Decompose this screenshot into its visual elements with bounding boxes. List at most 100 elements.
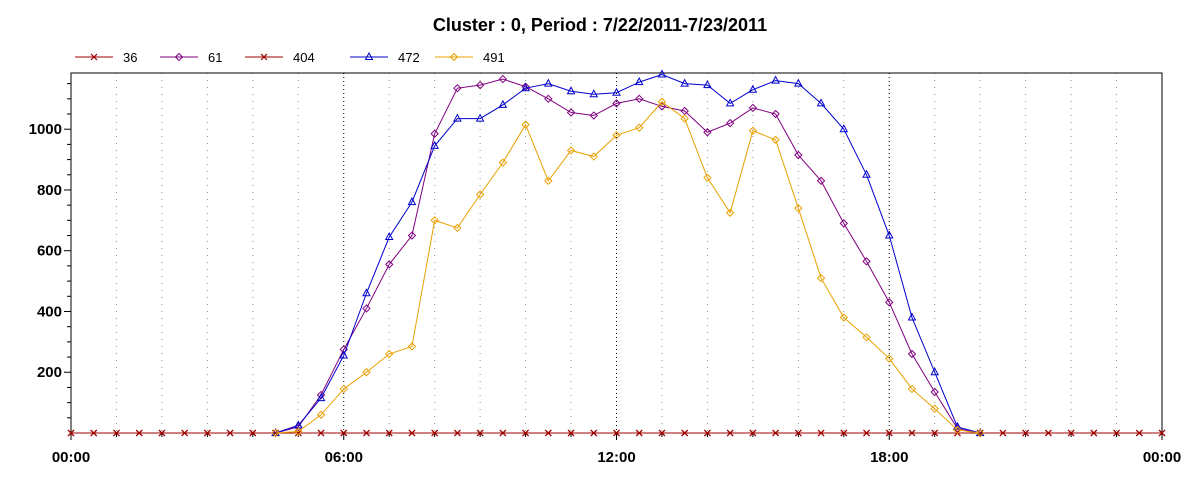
data-point	[703, 128, 712, 137]
x-tick-label: 06:00	[325, 449, 363, 466]
data-point	[589, 111, 598, 120]
data-point	[430, 140, 440, 149]
data-point	[499, 429, 507, 437]
data-point	[680, 114, 689, 123]
data-point	[612, 131, 621, 140]
data-point	[862, 333, 871, 342]
data-point	[634, 77, 644, 86]
data-point	[449, 52, 459, 62]
data-point	[908, 429, 916, 437]
data-point	[271, 428, 280, 438]
data-point	[794, 429, 802, 437]
data-point	[816, 176, 826, 186]
data-point	[340, 429, 348, 437]
data-point	[793, 78, 803, 87]
data-point	[566, 146, 576, 155]
data-point	[498, 74, 508, 84]
x-tick-label: 18:00	[870, 449, 908, 466]
series-group	[67, 69, 1166, 438]
data-point	[475, 190, 485, 199]
data-point	[725, 208, 735, 217]
data-point	[384, 231, 394, 241]
data-point	[703, 80, 712, 89]
data-point	[294, 429, 302, 437]
data-point	[294, 427, 303, 436]
data-point	[453, 223, 462, 233]
data-point	[794, 150, 803, 160]
data-point	[203, 429, 211, 437]
data-point	[612, 87, 621, 96]
data-point	[726, 429, 734, 437]
data-point	[589, 152, 598, 161]
data-point	[113, 429, 120, 437]
data-point	[475, 113, 485, 122]
series-404	[67, 429, 1166, 437]
data-point	[862, 257, 871, 266]
data-point	[816, 98, 826, 107]
data-point	[748, 126, 758, 135]
data-point	[544, 176, 553, 186]
x-tick-label: 00:00	[1143, 449, 1181, 466]
data-point	[589, 89, 599, 98]
data-point	[975, 427, 985, 436]
data-point	[135, 429, 143, 437]
data-point	[316, 410, 326, 419]
data-point	[863, 429, 870, 437]
x-tick-label: 12:00	[597, 449, 635, 466]
data-point	[90, 429, 98, 437]
data-point	[249, 429, 257, 437]
data-point	[181, 429, 189, 437]
data-point	[839, 124, 849, 133]
data-point	[476, 429, 484, 437]
data-point	[521, 83, 530, 92]
data-point	[566, 108, 576, 117]
data-point	[930, 387, 939, 397]
data-point	[339, 350, 349, 359]
legend-item-61: 61	[160, 50, 222, 65]
chart-title: Cluster : 0, Period : 7/22/2011-7/23/201…	[433, 15, 767, 35]
data-point	[339, 384, 348, 394]
data-point	[453, 113, 462, 122]
data-point	[566, 86, 576, 95]
data-point	[1067, 429, 1075, 437]
y-tick-label: 800	[37, 182, 62, 199]
data-point	[544, 94, 553, 104]
data-point	[680, 78, 690, 87]
data-point	[657, 69, 667, 78]
data-point	[635, 94, 644, 104]
legend-item-36: 36	[75, 50, 137, 65]
data-point	[316, 393, 326, 402]
data-point	[385, 260, 394, 269]
data-point	[317, 429, 325, 437]
data-point	[930, 404, 939, 413]
data-point	[657, 97, 667, 107]
data-point	[658, 429, 666, 437]
data-point	[907, 384, 917, 394]
data-point	[407, 342, 417, 351]
data-point	[431, 429, 439, 437]
data-point	[885, 429, 893, 437]
legend-label: 61	[208, 50, 222, 65]
data-point	[771, 109, 780, 119]
data-point	[703, 173, 712, 183]
data-point	[1135, 429, 1143, 437]
data-point	[521, 120, 530, 129]
data-point	[174, 52, 184, 62]
data-point	[430, 216, 439, 225]
data-point	[612, 99, 621, 108]
data-point	[385, 429, 393, 437]
data-point	[1113, 429, 1120, 437]
data-point	[907, 349, 917, 359]
data-point	[363, 429, 370, 437]
data-point	[90, 53, 98, 61]
series-line	[275, 73, 981, 434]
data-point	[681, 429, 689, 437]
data-point	[794, 203, 803, 213]
data-point	[226, 429, 234, 437]
data-point	[1158, 429, 1166, 437]
data-point	[884, 230, 894, 239]
data-point	[1022, 429, 1030, 437]
series-line	[275, 78, 981, 434]
data-point	[521, 82, 530, 91]
